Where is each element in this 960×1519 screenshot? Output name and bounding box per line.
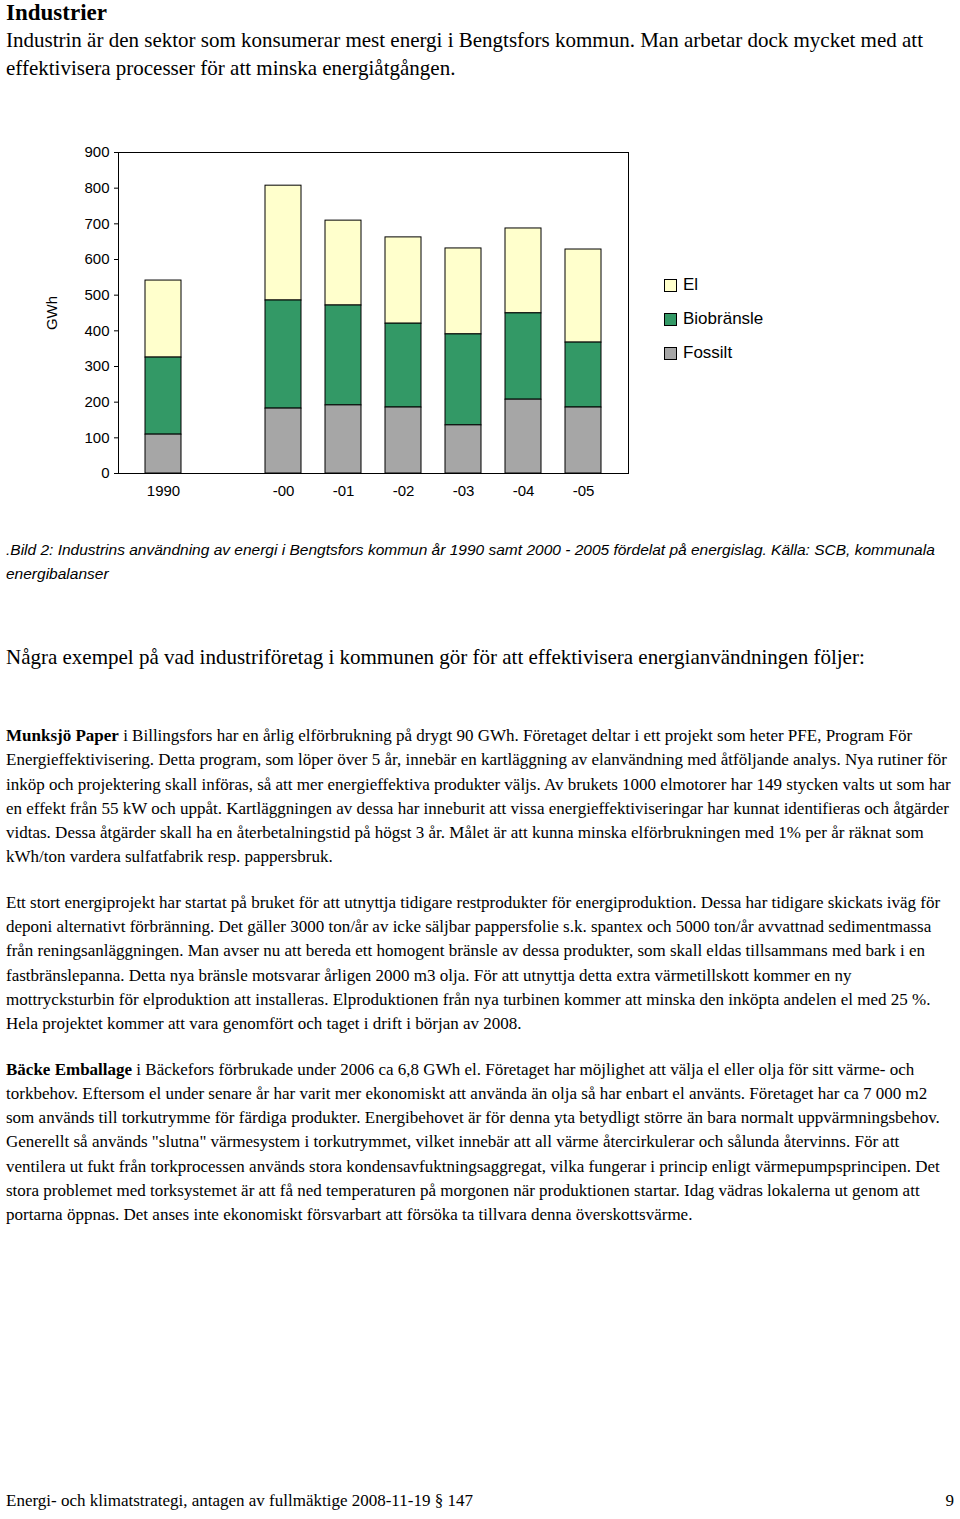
html-text:9: 9 <box>945 1491 954 1510</box>
html-text:Energi- och klimatstrategi, an: Energi- och klimatstrategi, antagen av f… <box>6 1491 473 1510</box>
html-text:Bäcke Emballage i Bäckefors fö: Bäcke Emballage i Bäckefors förbrukade u… <box>6 1059 940 1225</box>
svg-text:-01: -01 <box>333 482 355 499</box>
html-text:Industrin är den sektor som ko: Industrin är den sektor som konsumerar m… <box>6 28 923 80</box>
svg-text:-02: -02 <box>393 482 415 499</box>
html-text:El: El <box>683 275 699 294</box>
html-text:Fossilt: Fossilt <box>683 343 733 362</box>
svg-text:0: 0 <box>101 464 109 481</box>
html-text:Munksjö Paper i Billingsfors h: Munksjö Paper i Billingsfors har en årli… <box>6 726 951 867</box>
svg-text:400: 400 <box>84 322 109 339</box>
svg-text:800: 800 <box>84 179 109 196</box>
svg-text:500: 500 <box>84 286 109 303</box>
svg-text:-05: -05 <box>573 482 595 499</box>
html-text:.Bild 2: Industrins användning: .Bild 2: Industrins användning av energi… <box>6 541 935 582</box>
svg-text:100: 100 <box>84 429 109 446</box>
html-text:Några exempel på vad industrif: Några exempel på vad industriföretag i k… <box>6 645 865 669</box>
svg-text:-03: -03 <box>453 482 475 499</box>
html-text:Ett stort energiprojekt har st: Ett stort energiprojekt har startat på b… <box>6 892 941 1034</box>
svg-text:-04: -04 <box>513 482 535 499</box>
html-text:Industrier: Industrier <box>6 0 107 25</box>
svg-text:300: 300 <box>84 357 109 374</box>
svg-text:600: 600 <box>84 250 109 267</box>
svg-text:-00: -00 <box>273 482 295 499</box>
svg-text:900: 900 <box>84 143 109 160</box>
svg-text:GWh: GWh <box>43 296 60 330</box>
svg-text:700: 700 <box>84 215 109 232</box>
html-text:Biobränsle: Biobränsle <box>683 309 764 328</box>
svg-text:200: 200 <box>84 393 109 410</box>
svg-text:1990: 1990 <box>147 482 180 499</box>
